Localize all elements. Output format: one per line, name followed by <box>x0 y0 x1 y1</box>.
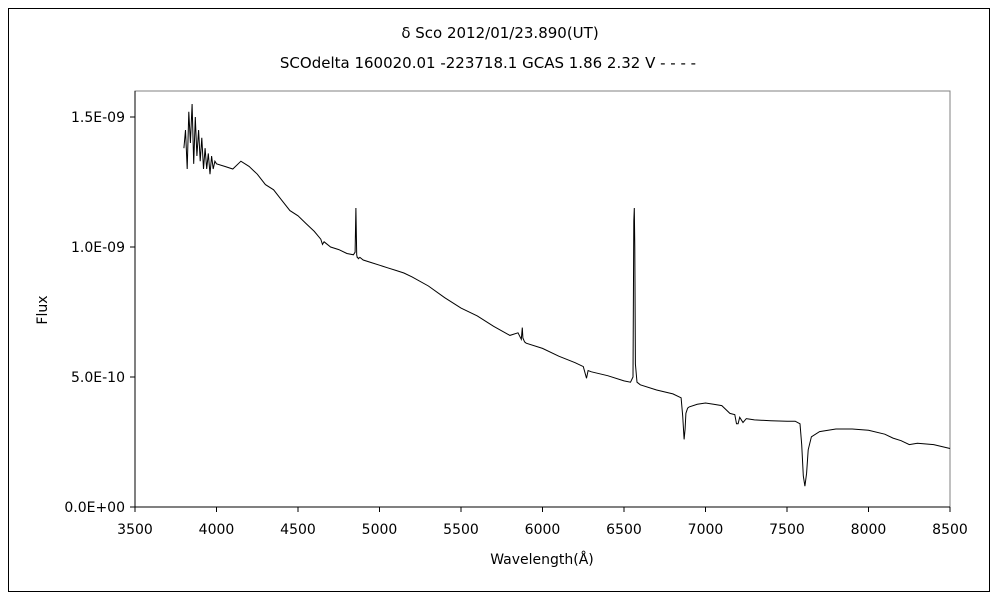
y-tick-group: 0.0E+00 5.0E-10 1.0E-09 1.5E-09 <box>64 110 135 516</box>
x-tick-label: 6000 <box>525 522 561 538</box>
x-tick-label: 8000 <box>851 522 887 538</box>
x-tick-label: 5500 <box>443 522 479 538</box>
y-tick-label: 5.0E-10 <box>71 370 125 386</box>
x-tick-label: 7000 <box>688 522 724 538</box>
x-tick-label: 6500 <box>606 522 642 538</box>
chart-subtitle: SCOdelta 160020.01 -223718.1 GCAS 1.86 2… <box>280 54 696 72</box>
y-tick-label: 0.0E+00 <box>64 500 125 516</box>
chart-title: δ Sco 2012/01/23.890(UT) <box>401 24 598 42</box>
x-tick-label: 7500 <box>769 522 805 538</box>
x-tick-label: 5000 <box>362 522 398 538</box>
x-tick-label: 4500 <box>280 522 316 538</box>
y-tick-label: 1.5E-09 <box>71 110 125 126</box>
x-axis-label: Wavelength(Å) <box>490 551 594 568</box>
plot-area <box>134 90 951 508</box>
y-tick-label: 1.0E-09 <box>71 240 125 256</box>
x-tick-label: 8500 <box>932 522 968 538</box>
x-tick-label: 4000 <box>199 522 235 538</box>
x-tick-label: 3500 <box>117 522 153 538</box>
x-tick-group: 3500 4000 4500 5000 5500 6000 6500 7000 7500 8000… <box>117 507 968 538</box>
y-axis-label: Flux <box>35 295 51 324</box>
series-line-flux <box>183 103 951 487</box>
